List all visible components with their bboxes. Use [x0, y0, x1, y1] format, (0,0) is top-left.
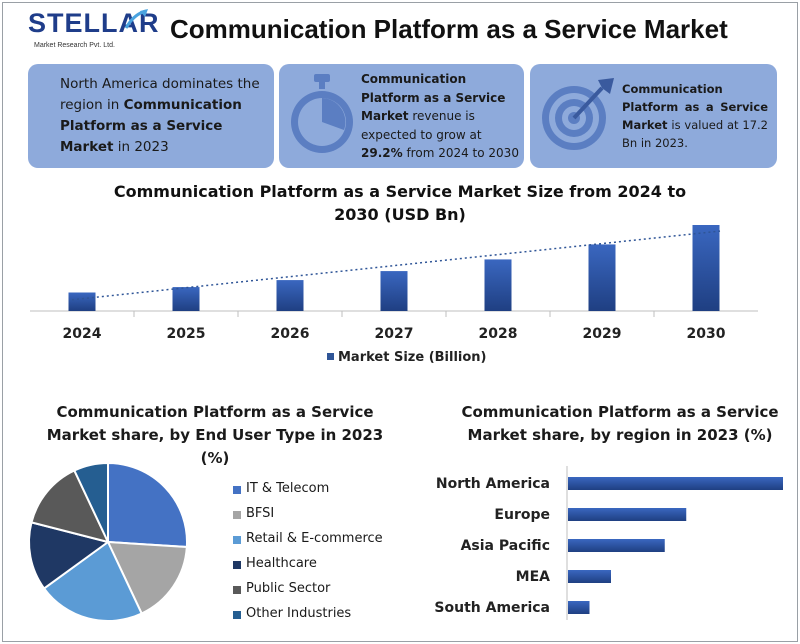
bar-2028: [484, 259, 512, 311]
x-tick-label: 2029: [583, 326, 622, 342]
stat-card-value-text: Communication Platform as a Service Mark…: [622, 80, 768, 152]
legend-label: Other Industries: [246, 606, 352, 621]
region-bar-mea: [568, 570, 611, 583]
stopwatch-icon: [291, 74, 353, 153]
page-title: Communication Platform as a Service Mark…: [170, 14, 728, 44]
pie-slice-other-industries: [73, 462, 109, 543]
legend-swatch: [233, 586, 241, 594]
region-label: MEA: [516, 569, 550, 585]
bar-2025: [172, 287, 200, 311]
card-highlight: Communication Platform as a Service Mark…: [622, 82, 768, 132]
x-tick-label: 2024: [63, 326, 102, 342]
card-text: in 2023: [113, 139, 169, 155]
card-text: from 2024 to 2030: [402, 146, 519, 160]
end-user-chart-title: Communication Platform as a Service Mark…: [46, 403, 384, 467]
region-bar-chart: North America Europe Asia Pacific MEA South …: [434, 466, 783, 620]
x-tick-label: 2027: [375, 326, 414, 342]
stat-card-growth: Communication Platform as a Service Mark…: [279, 64, 524, 168]
legend-swatch: [233, 536, 241, 544]
target-arrow-icon: [542, 78, 614, 150]
bar-2030: [692, 225, 720, 311]
pie-slice-healthcare: [28, 521, 111, 590]
region-bar-north-america: [568, 477, 783, 490]
card-text: revenue is expected to grow at: [361, 109, 482, 142]
region-bar-south-america: [568, 601, 590, 614]
region-label: South America: [434, 600, 550, 616]
end-user-pie-chart: [28, 462, 188, 622]
x-tick-label: 2026: [271, 326, 310, 342]
x-tick-label: 2030: [687, 326, 726, 342]
market-size-bar-chart: 2024 2025 2026 2027 2028 2029 2030 Market Size …: [30, 225, 758, 365]
region-label: North America: [436, 476, 550, 492]
region-bar-europe: [568, 508, 687, 521]
legend-swatch: [233, 561, 241, 569]
logo-arrow-icon: [124, 9, 148, 29]
region-label: Europe: [494, 507, 550, 523]
legend-swatch: [233, 611, 241, 619]
card-cagr: 29.2%: [361, 146, 403, 160]
stellar-logo: STELLAR Market Research Pvt. Ltd.: [28, 8, 160, 56]
card-text: is valued at 17.2 Bn in 2023.: [622, 118, 768, 150]
region-label: Asia Pacific: [461, 538, 550, 554]
stat-card-region: North America dominates the region in Co…: [28, 64, 274, 168]
legend-label: Retail & E-commerce: [246, 531, 383, 546]
legend-label: Public Sector: [246, 581, 331, 596]
pie-slice-bfsi: [106, 540, 188, 615]
pie-slice-retail-e-commerce: [42, 540, 143, 622]
bar-2027: [380, 271, 408, 311]
legend-swatch: [233, 486, 241, 494]
card-highlight: Communication Platform as a Service Mark…: [361, 72, 506, 123]
x-tick-label: 2025: [167, 326, 206, 342]
pie-slice-it-telecom: [107, 462, 188, 549]
pie-slice-public-sector: [30, 469, 110, 544]
bar-2026: [276, 280, 304, 311]
trendline: [71, 230, 721, 301]
legend-label: BFSI: [246, 506, 275, 521]
market-size-chart-title: Communication Platform as a Service Mark…: [113, 182, 687, 224]
region-chart-title: Communication Platform as a Service Mark…: [461, 403, 779, 444]
region-bar-asia-pacific: [568, 539, 665, 552]
card-text: North America dominates the region in: [60, 76, 260, 113]
legend-label: Market Size (Billion): [338, 350, 487, 365]
legend-swatch: [327, 353, 334, 360]
legend-label: Healthcare: [246, 556, 317, 571]
stat-card-growth-text: Communication Platform as a Service Mark…: [361, 70, 521, 163]
logo-wordmark: STELLAR: [28, 8, 160, 38]
logo-tagline: Market Research Pvt. Ltd.: [34, 42, 115, 49]
x-tick-label: 2028: [479, 326, 518, 342]
bar-2024: [68, 292, 96, 311]
card-highlight: Communication Platform as a Service Mark…: [60, 97, 242, 155]
bar-2029: [588, 244, 616, 311]
stat-card-value: Communication Platform as a Service Mark…: [530, 64, 777, 168]
legend-label: IT & Telecom: [246, 481, 330, 496]
legend-swatch: [233, 511, 241, 519]
stat-card-region-text: North America dominates the region in Co…: [60, 74, 266, 158]
